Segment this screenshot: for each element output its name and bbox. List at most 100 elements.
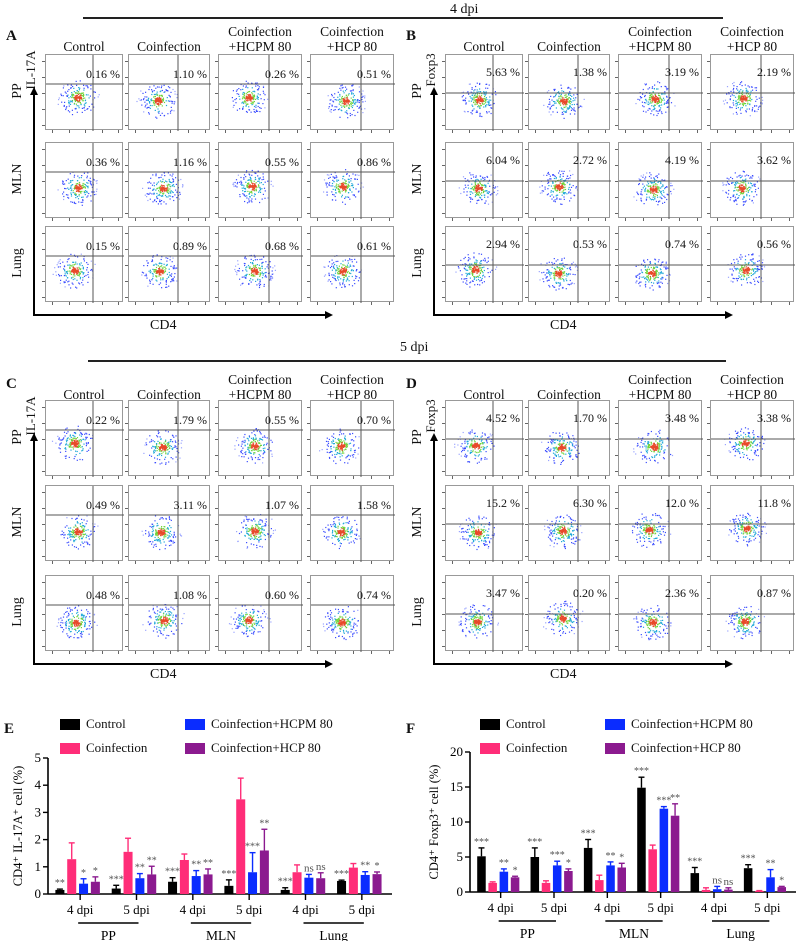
event-dot xyxy=(157,94,159,96)
event-dot xyxy=(353,195,355,197)
event-dot xyxy=(652,192,654,194)
event-dot xyxy=(560,188,562,190)
event-dot xyxy=(149,272,151,274)
y-axis-arrowhead xyxy=(430,87,438,95)
event-dot xyxy=(67,281,69,283)
event-dot xyxy=(739,90,741,92)
event-dot xyxy=(352,93,354,95)
event-dot xyxy=(742,186,744,188)
event-dot xyxy=(250,96,252,98)
event-dot xyxy=(159,201,161,203)
event-dot xyxy=(733,200,735,202)
event-dot xyxy=(347,192,350,194)
event-dot xyxy=(250,191,252,193)
event-dot xyxy=(747,103,749,105)
event-dot xyxy=(552,190,554,192)
event-dot xyxy=(68,284,70,286)
event-dot xyxy=(348,93,350,95)
event-dot xyxy=(156,102,159,104)
event-dot xyxy=(70,96,72,98)
event-dot xyxy=(667,99,669,101)
event-dot xyxy=(259,201,261,204)
flow-plot: 1.16 % xyxy=(125,142,211,221)
event-dot xyxy=(171,102,173,104)
event-dot xyxy=(160,203,162,205)
event-dot xyxy=(736,203,738,205)
event-dot xyxy=(739,177,741,179)
event-dot xyxy=(731,178,734,180)
x-tick xyxy=(101,302,103,305)
event-dot xyxy=(559,174,562,176)
y-tick xyxy=(442,249,445,250)
event-dot xyxy=(83,192,85,194)
event-dot xyxy=(641,101,643,103)
event-dot xyxy=(345,185,347,187)
event-dot xyxy=(357,101,359,103)
event-dot xyxy=(547,172,549,175)
event-dot xyxy=(741,187,743,189)
event-dot xyxy=(57,266,59,268)
event-dot xyxy=(559,182,561,184)
column-title-line2: +HCPM 80 xyxy=(228,39,292,54)
event-dot xyxy=(476,192,478,194)
x-tick xyxy=(297,130,298,133)
event-dot xyxy=(158,97,160,99)
event-dot xyxy=(552,104,554,106)
event-dot xyxy=(243,194,245,197)
event-dot xyxy=(744,175,746,177)
event-dot xyxy=(563,196,565,198)
event-dot xyxy=(249,279,251,282)
event-dot xyxy=(160,99,162,101)
event-dot xyxy=(85,85,87,87)
y-tick xyxy=(525,61,528,62)
event-dot xyxy=(486,176,489,178)
event-dot xyxy=(174,267,176,269)
event-dot xyxy=(337,260,339,262)
event-dot xyxy=(570,197,572,199)
event-dot xyxy=(245,258,247,260)
event-dot xyxy=(160,189,162,191)
event-dot xyxy=(555,93,557,95)
event-dot xyxy=(331,274,333,276)
event-dot xyxy=(164,91,166,93)
event-dot xyxy=(653,105,655,107)
event-dot xyxy=(238,267,240,270)
event-dot xyxy=(647,103,649,105)
event-dot xyxy=(272,185,274,187)
event-dot xyxy=(477,185,479,187)
event-dot xyxy=(265,276,268,278)
event-dot xyxy=(484,91,486,93)
event-dot xyxy=(561,185,563,187)
event-dot xyxy=(354,178,356,180)
event-dot xyxy=(73,187,75,190)
event-dot xyxy=(745,184,747,186)
event-dot xyxy=(334,186,336,188)
event-dot xyxy=(491,259,493,261)
event-dot xyxy=(71,92,73,94)
event-dot xyxy=(745,100,747,102)
event-dot xyxy=(570,101,573,103)
event-dot xyxy=(245,86,247,88)
event-dot xyxy=(740,98,742,100)
event-dot xyxy=(68,102,70,104)
panel-letter-A: A xyxy=(6,28,17,44)
event-dot xyxy=(337,184,339,186)
event-dot xyxy=(331,199,334,201)
x-tick xyxy=(279,302,280,305)
event-dot xyxy=(478,104,480,107)
column-title: Coinfection +HCP 80 xyxy=(306,24,398,54)
event-dot xyxy=(733,85,735,87)
event-dot xyxy=(654,197,656,199)
event-dot xyxy=(490,174,492,176)
event-dot xyxy=(644,95,646,98)
event-dot xyxy=(169,256,171,258)
event-dot xyxy=(66,95,68,97)
event-dot xyxy=(667,194,669,196)
event-dot xyxy=(472,192,474,194)
event-dot xyxy=(476,193,479,195)
event-dot xyxy=(474,99,476,101)
event-dot xyxy=(352,105,354,107)
event-dot xyxy=(244,275,246,277)
event-dot xyxy=(650,187,652,189)
event-dot xyxy=(653,199,655,201)
